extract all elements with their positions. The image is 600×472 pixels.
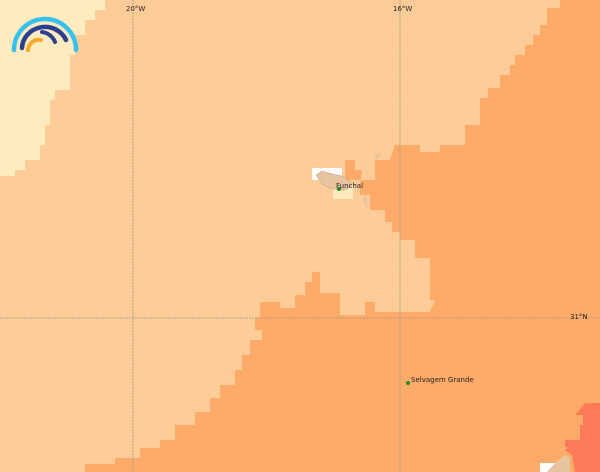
zone-lightest — [0, 0, 105, 176]
zone-high — [565, 403, 600, 472]
selvagem-grande-marker[interactable] — [406, 381, 410, 385]
funchal-marker[interactable] — [337, 187, 341, 191]
place-label-selvagem-grande: Selvagem Grande — [411, 376, 474, 384]
place-label-funchal: Funchal — [336, 182, 364, 190]
canary-island — [547, 455, 570, 472]
islet — [565, 447, 567, 449]
lon-label-16w: 16°W — [393, 5, 413, 13]
zone-medium — [85, 0, 600, 472]
lat-label-31n: 31°N — [570, 313, 588, 321]
madeira-island — [315, 170, 353, 191]
rainbow-arc-logo — [11, 16, 79, 53]
desertas-island — [363, 195, 368, 207]
porto-santo-island — [374, 152, 381, 160]
lon-label-20w: 20°W — [126, 5, 146, 13]
